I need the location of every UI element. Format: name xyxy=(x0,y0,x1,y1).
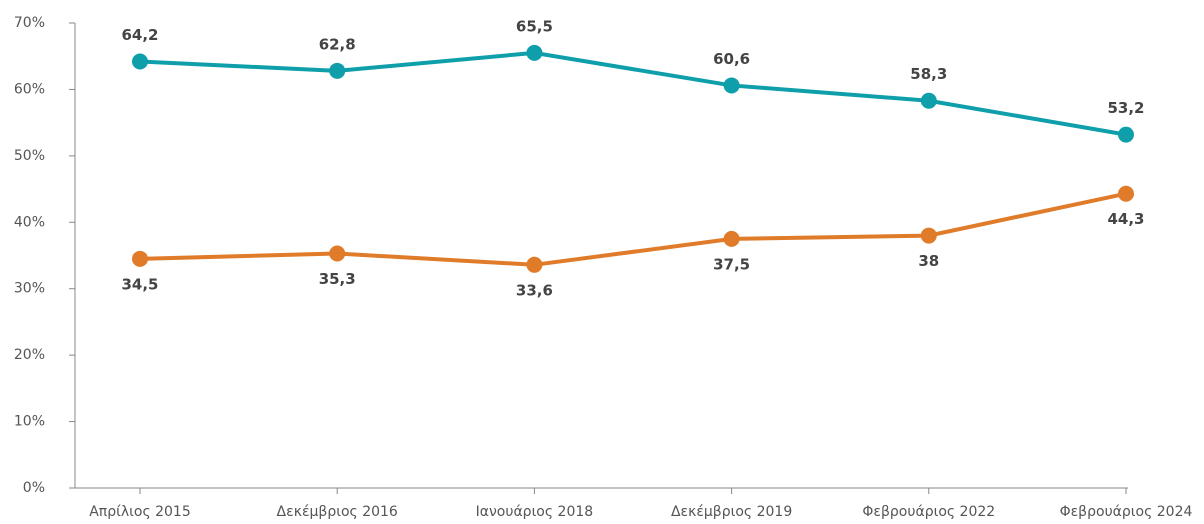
data-label: 44,3 xyxy=(1107,210,1144,228)
data-point xyxy=(1118,126,1134,143)
data-point xyxy=(1118,185,1134,202)
data-label: 62,8 xyxy=(319,35,356,53)
data-label: 58,3 xyxy=(910,65,947,83)
data-point xyxy=(329,245,346,262)
x-tick-label: Φεβρουάριος 2022 xyxy=(862,504,995,520)
data-point xyxy=(526,44,543,61)
x-tick-label: Δεκέμβριος 2019 xyxy=(671,504,792,520)
data-point xyxy=(723,77,740,94)
y-tick-label: 10% xyxy=(14,414,45,430)
series-line xyxy=(139,50,1127,137)
data-label: 38 xyxy=(918,252,939,270)
data-point xyxy=(132,250,148,267)
data-label: 53,2 xyxy=(1107,99,1144,117)
data-point xyxy=(920,227,937,244)
y-tick-label: 30% xyxy=(14,281,45,297)
data-point xyxy=(920,92,937,109)
data-label: 37,5 xyxy=(713,255,750,273)
y-tick-label: 50% xyxy=(14,148,45,164)
data-label: 33,6 xyxy=(516,281,553,299)
data-label: 60,6 xyxy=(713,50,750,68)
y-tick-label: 20% xyxy=(14,347,45,363)
y-tick-label: 70% xyxy=(14,15,45,31)
x-tick-label: Δεκέμβριος 2016 xyxy=(277,504,398,520)
y-tick-label: 60% xyxy=(14,81,45,97)
data-point xyxy=(132,53,148,70)
x-tick-label: Απρίλιος 2015 xyxy=(89,504,191,520)
data-label: 35,3 xyxy=(319,270,356,288)
y-tick-label: 40% xyxy=(14,214,45,230)
series-line xyxy=(139,191,1127,267)
x-tick-label: Ιανουάριος 2018 xyxy=(476,504,594,520)
data-label: 64,2 xyxy=(121,26,158,44)
data-point xyxy=(723,230,740,247)
data-point xyxy=(526,256,543,273)
data-point xyxy=(329,62,346,79)
data-label: 65,5 xyxy=(516,17,553,35)
x-tick-label: Φεβρουάριος 2024 xyxy=(1060,504,1193,520)
data-label: 34,5 xyxy=(121,275,158,293)
y-tick-label: 0% xyxy=(23,480,45,496)
